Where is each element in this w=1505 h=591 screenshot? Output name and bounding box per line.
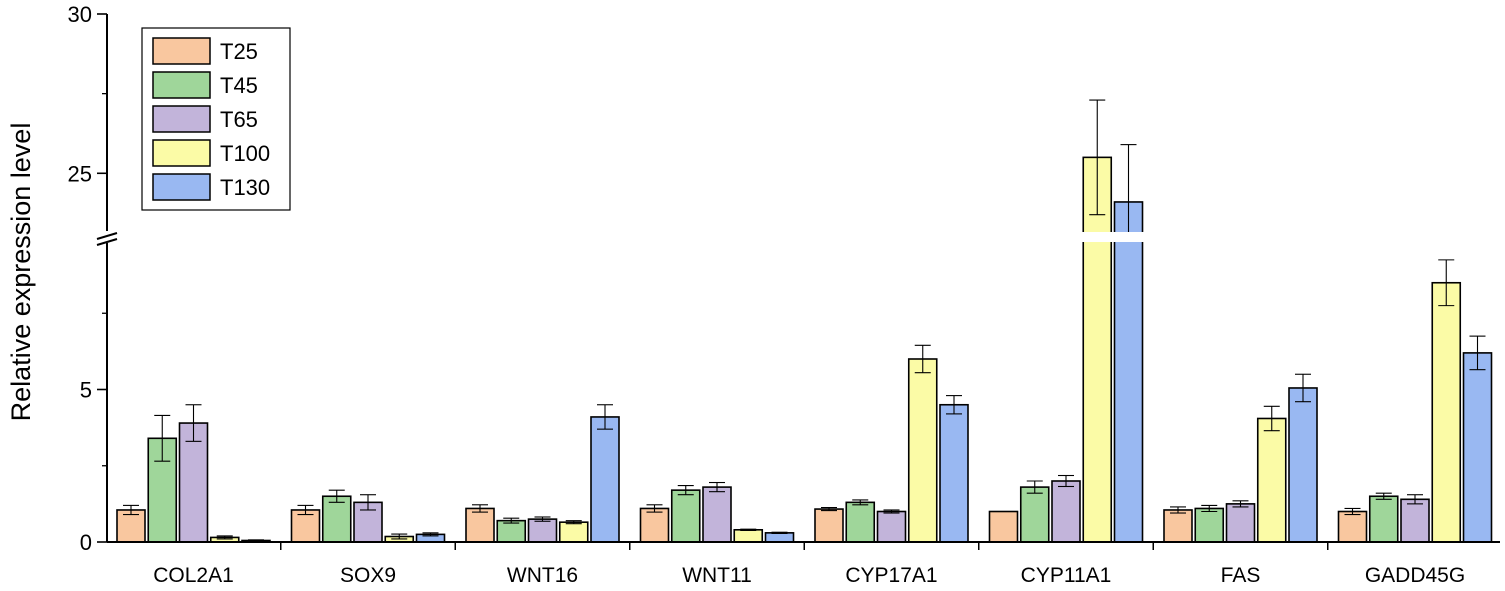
bars-layer	[109, 99, 1500, 543]
axis-break-mark	[96, 238, 118, 246]
bar-fas-t25	[1163, 509, 1193, 543]
legend-swatch-t100	[152, 139, 211, 167]
bar-wnt11-t100	[733, 528, 764, 543]
x-tick-label-fas: FAS	[1221, 564, 1261, 587]
y-tick-label: 30	[68, 2, 92, 27]
bar-gadd45g-t45	[1368, 495, 1399, 543]
legend-swatch-t45	[152, 71, 211, 99]
axis-layer: COL2A1 SOX9 WNT16 WNT11 CYP17A1 CYP11A1 FAS GAD…	[68, 2, 1500, 587]
axis-break-mark	[96, 232, 118, 240]
bar-gadd45g-t25	[1337, 510, 1368, 543]
legend-swatch-t65	[152, 105, 211, 133]
legend-label-t130: T130	[220, 175, 270, 200]
legend-swatch-t25	[152, 37, 211, 65]
bar-wnt11-t25	[639, 507, 670, 543]
bar-wnt16-t25	[465, 507, 495, 543]
bar-gadd45g-t65	[1400, 498, 1430, 543]
x-tick-label-cyp11a1: CYP11A1	[1021, 564, 1112, 587]
x-tick-label-cyp17a1: CYP17A1	[845, 564, 937, 587]
axis-break-gap	[109, 232, 1500, 242]
bar-cyp17a1-t130	[939, 403, 969, 543]
bar-cyp11a1-t100	[1082, 156, 1113, 543]
x-tick-label-wnt16: WNT16	[507, 564, 578, 587]
bar-wnt11-t130	[764, 532, 795, 543]
bar-wnt16-t130	[590, 416, 620, 543]
bar-cyp11a1-t25	[988, 510, 1019, 543]
bar-wnt11-t65	[702, 486, 732, 543]
x-tick-label-gadd45g: GADD45G	[1365, 564, 1465, 587]
bar-sox9-t25	[290, 509, 321, 543]
bar-wnt16-t45	[496, 519, 527, 543]
legend-swatch-t130	[152, 173, 211, 201]
bar-fas-t130	[1288, 387, 1318, 543]
bar-cyp11a1-t65	[1051, 480, 1081, 543]
bar-cyp17a1-t25	[814, 508, 844, 543]
bar-cyp11a1-t130	[1113, 201, 1144, 543]
legend-label-t65: T65	[220, 107, 258, 132]
y-tick-label: 5	[80, 378, 92, 403]
x-tick-label-wnt11: WNT11	[682, 564, 752, 587]
x-tick-label-col2a1: COL2A1	[153, 564, 234, 587]
bar-wnt16-t65	[527, 518, 558, 543]
bar-cyp17a1-t65	[876, 510, 907, 543]
y-axis-title: Relative expression level	[6, 123, 36, 422]
legend-label-t45: T45	[220, 73, 258, 98]
y-tick-label: 0	[80, 530, 92, 555]
bar-gadd45g-t130	[1462, 352, 1493, 543]
bar-cyp17a1-t100	[907, 358, 938, 543]
bar-fas-t45	[1194, 507, 1225, 543]
bar-wnt16-t100	[558, 521, 589, 543]
legend-label-t100: T100	[220, 141, 270, 166]
legend: T25 T45 T65 T100 T130	[141, 27, 291, 211]
legend-label-t25: T25	[220, 39, 258, 64]
bar-sox9-t45	[321, 495, 352, 543]
bar-cyp17a1-t45	[845, 501, 876, 543]
bar-cyp11a1-t45	[1019, 486, 1050, 543]
bar-wnt11-t45	[670, 489, 701, 543]
bar-col2a1-t65	[178, 422, 209, 543]
x-tick-label-sox9: SOX9	[340, 564, 396, 587]
bar-gadd45g-t100	[1431, 281, 1462, 543]
y-tick-label: 25	[68, 161, 92, 186]
bar-fas-t100	[1256, 417, 1287, 543]
bar-fas-t65	[1225, 503, 1256, 543]
